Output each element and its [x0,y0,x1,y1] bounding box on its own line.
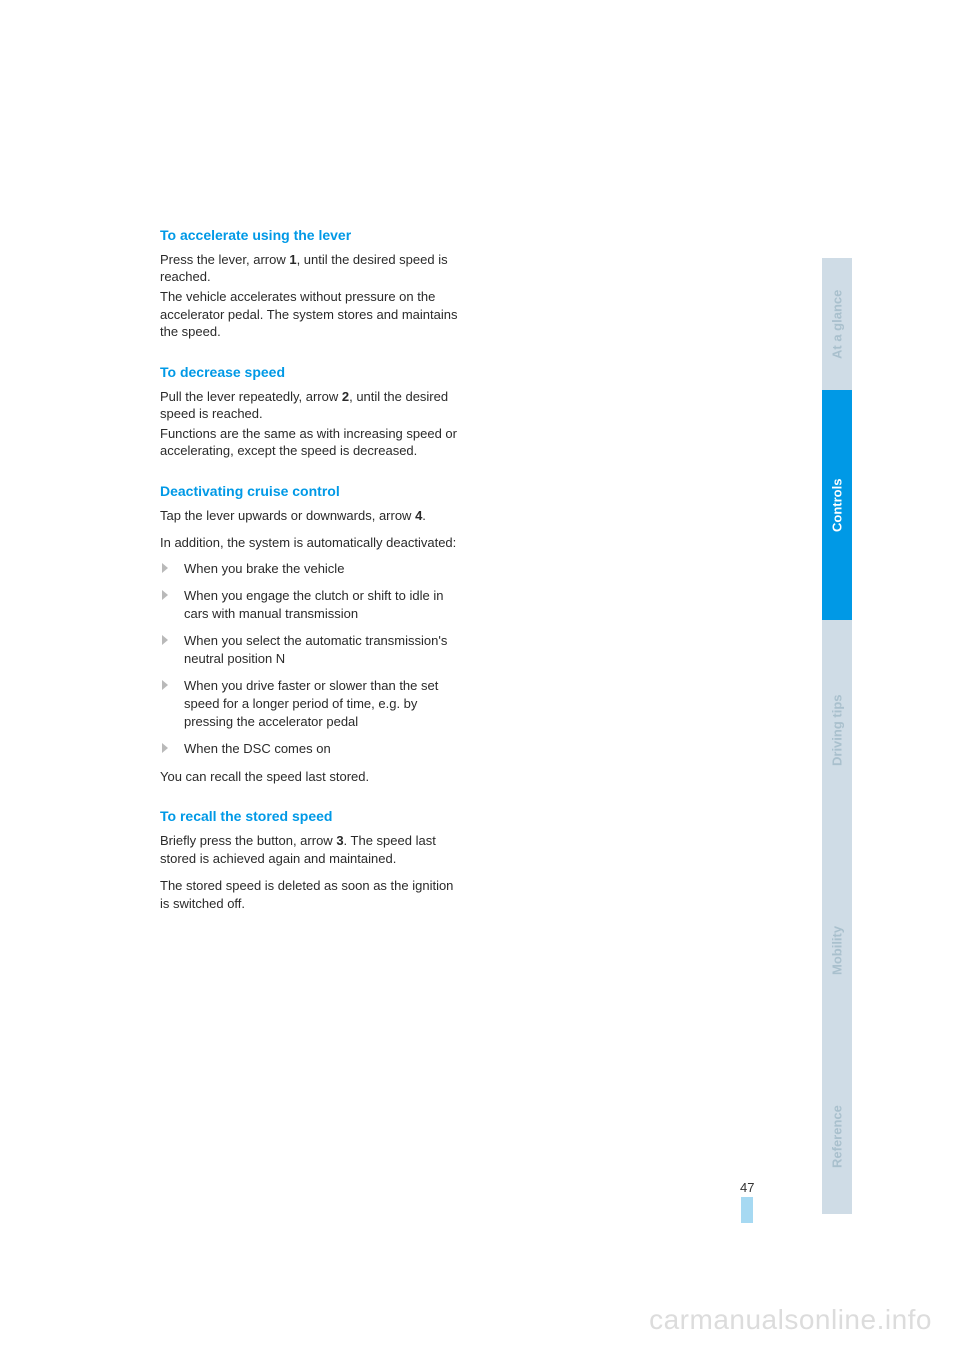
page-number: 47 [740,1180,754,1195]
side-tab[interactable]: Controls [822,390,852,620]
list-text: When the DSC comes on [184,741,331,756]
side-tab[interactable]: Driving tips [822,620,852,840]
text: Tap the lever upwards or downwards, arro… [160,508,415,523]
para: In addition, the system is automatically… [160,534,460,552]
para: The vehicle accelerates without pressure… [160,288,460,341]
list-text: When you select the automatic transmissi… [184,633,447,666]
arrow-number: 2 [342,389,349,404]
triangle-bullet-icon [162,743,168,753]
section-accelerate: To accelerate using the lever Press the … [160,226,460,341]
triangle-bullet-icon [162,563,168,573]
manual-page: To accelerate using the lever Press the … [0,0,960,1358]
heading-deactivate: Deactivating cruise control [160,482,460,501]
list-item: When the DSC comes on [160,740,460,758]
list-item: When you brake the vehicle [160,560,460,578]
para: Tap the lever upwards or downwards, arro… [160,507,460,525]
section-decrease: To decrease speed Pull the lever repeate… [160,363,460,460]
para: Functions are the same as with increasin… [160,425,460,460]
arrow-number: 1 [289,252,296,267]
triangle-bullet-icon [162,635,168,645]
side-tab[interactable]: At a glance [822,258,852,390]
section-recall: To recall the stored speed Briefly press… [160,807,460,912]
side-tab[interactable]: Reference [822,1060,852,1214]
watermark-text: carmanualsonline.info [649,1304,932,1336]
list-item: When you drive faster or slower than the… [160,677,460,730]
side-tab[interactable]: Mobility [822,840,852,1060]
text: . [422,508,426,523]
page-number-bar [741,1197,753,1223]
list-text: When you brake the vehicle [184,561,344,576]
heading-accelerate: To accelerate using the lever [160,226,460,245]
para: Briefly press the button, arrow 3. The s… [160,832,460,867]
text: Briefly press the button, arrow [160,833,336,848]
text: Pull the lever repeatedly, arrow [160,389,342,404]
section-deactivate: Deactivating cruise control Tap the leve… [160,482,460,785]
list-item: When you select the automatic transmissi… [160,632,460,667]
para: Press the lever, arrow 1, until the desi… [160,251,460,286]
para: The stored speed is deleted as soon as t… [160,877,460,912]
deactivate-list: When you brake the vehicle When you enga… [160,560,460,758]
para: You can recall the speed last stored. [160,768,460,786]
triangle-bullet-icon [162,590,168,600]
list-text: When you engage the clutch or shift to i… [184,588,443,621]
heading-decrease: To decrease speed [160,363,460,382]
list-text: When you drive faster or slower than the… [184,678,438,728]
para: Pull the lever repeatedly, arrow 2, unti… [160,388,460,423]
content-column: To accelerate using the lever Press the … [160,226,460,914]
arrow-number: 3 [336,833,343,848]
side-tabs: At a glanceControlsDriving tipsMobilityR… [822,258,852,1214]
page-number-block: 47 [740,1180,754,1223]
heading-recall: To recall the stored speed [160,807,460,826]
list-item: When you engage the clutch or shift to i… [160,587,460,622]
triangle-bullet-icon [162,680,168,690]
text: Press the lever, arrow [160,252,289,267]
